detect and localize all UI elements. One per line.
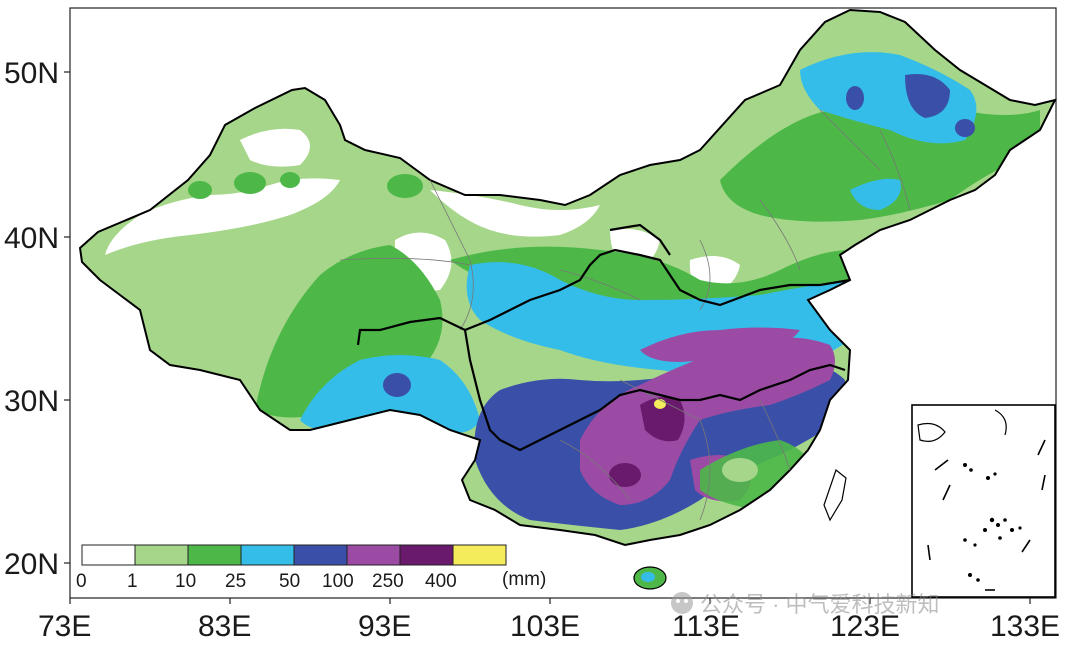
country-border (78, 8, 1057, 547)
watermark-text: 公众号 · 中气爱科技新知 (700, 592, 940, 617)
rivers (356, 223, 851, 452)
legend-tick-50: 50 (279, 571, 300, 592)
legend-tick-25: 25 (225, 571, 246, 592)
legend-tick-250: 250 (372, 571, 404, 592)
watermark: 公众号 · 中气爱科技新知 (671, 592, 940, 617)
y-label-30n: 30N (4, 385, 59, 418)
x-label-133e: 133E (990, 610, 1060, 643)
legend-unit: (mm) (502, 569, 546, 590)
y-label-50n: 50N (4, 57, 59, 90)
legend-tick-0: 0 (76, 571, 87, 592)
y-axis-ticks (64, 71, 70, 564)
province-borders (339, 109, 911, 521)
x-label-83e: 83E (198, 610, 251, 643)
legend-tick-10: 10 (175, 571, 196, 592)
legend-tick-1: 1 (127, 571, 138, 592)
x-label-73e: 73E (38, 610, 91, 643)
y-label-20n: 20N (4, 548, 59, 581)
x-label-93e: 93E (358, 610, 411, 643)
south-china-sea-inset (911, 404, 1056, 598)
x-label-113e: 113E (672, 610, 740, 643)
y-label-40n: 40N (4, 222, 59, 255)
x-label-123e: 123E (830, 610, 900, 643)
x-axis-ticks (69, 598, 1031, 604)
x-label-103e: 103E (510, 610, 580, 643)
legend-tick-100: 100 (322, 571, 354, 592)
legend-tick-400: 400 (425, 571, 457, 592)
legend: 0 1 10 25 50 100 250 400 (mm) (76, 544, 546, 592)
